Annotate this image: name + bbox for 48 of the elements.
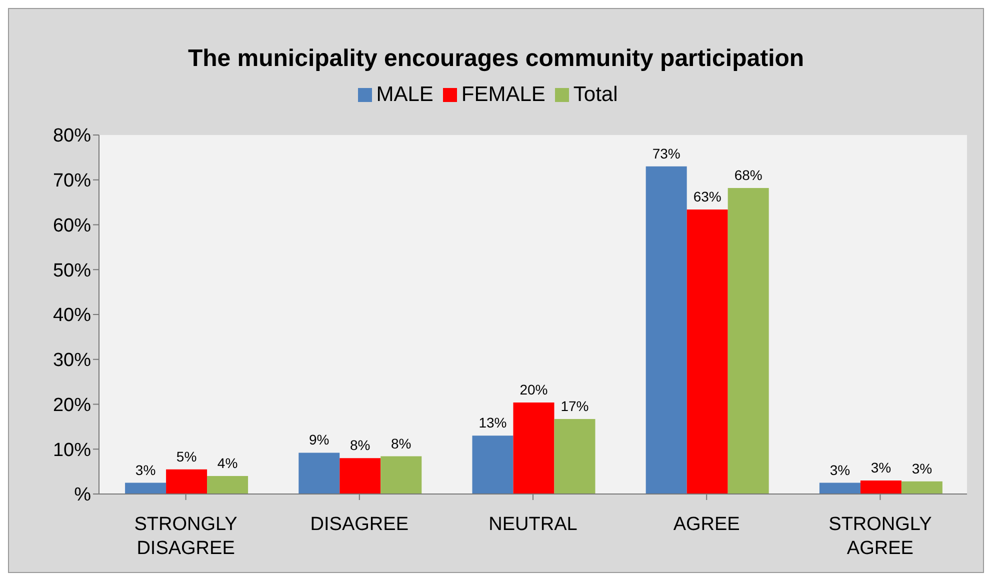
bar [513, 402, 554, 494]
x-tick-label: DISAGREE [310, 514, 408, 535]
legend-label: FEMALE [461, 83, 546, 106]
x-tick-label: NEUTRAL [488, 514, 578, 535]
y-tick-label: 60% [52, 215, 92, 236]
data-label: 17% [560, 398, 589, 414]
bar [125, 482, 166, 494]
bar [298, 452, 340, 494]
data-label: 9% [309, 432, 330, 448]
bar [728, 188, 769, 494]
bar [819, 482, 860, 494]
data-label: 13% [478, 414, 507, 431]
chart-title: The municipality encourages community participation [186, 44, 806, 74]
x-tick-label: STRONGLY AGREE [828, 514, 932, 559]
bar [166, 469, 208, 494]
y-tick-label: 30% [52, 350, 92, 372]
y-tick-label: 50% [52, 260, 92, 282]
x-tick-label: STRONGLY DISAGREE [134, 514, 238, 559]
bar [472, 436, 514, 494]
bar [646, 166, 687, 494]
bar [554, 419, 596, 494]
legend-label: MALE [376, 83, 434, 106]
data-label: 3% [135, 462, 156, 478]
y-tick-label: 80% [52, 126, 92, 147]
bar [686, 209, 728, 494]
y-tick-label: 10% [52, 440, 92, 461]
bar [380, 456, 422, 494]
data-label: 4% [217, 455, 238, 472]
data-label: 3% [830, 462, 850, 478]
data-label: 20% [520, 381, 548, 398]
y-tick-label: % [74, 484, 92, 506]
bar [207, 476, 248, 494]
data-label: 68% [734, 166, 762, 183]
data-label: 3% [870, 460, 892, 476]
data-label: 73% [652, 145, 680, 162]
y-tick-label: 40% [52, 305, 92, 326]
x-tick-label: AGREE [673, 514, 740, 535]
data-label: 3% [912, 460, 932, 476]
bar [901, 481, 942, 494]
y-tick-label: 70% [52, 170, 92, 192]
data-label: 8% [350, 437, 370, 454]
bar [860, 480, 902, 494]
data-label: 8% [391, 435, 412, 452]
y-tick-label: 20% [52, 394, 92, 416]
legend-label: Total [573, 83, 618, 106]
bar [340, 458, 381, 494]
data-label: 63% [693, 188, 722, 204]
data-label: 5% [176, 448, 197, 464]
